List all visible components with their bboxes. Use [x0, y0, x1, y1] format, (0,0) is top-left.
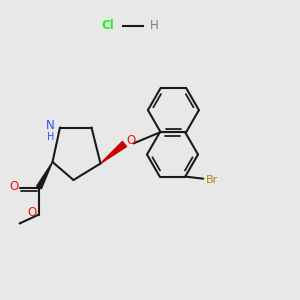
Text: Cl: Cl	[102, 19, 114, 32]
Text: Br: Br	[206, 175, 218, 184]
Text: N: N	[46, 118, 55, 132]
Text: O: O	[27, 206, 36, 219]
Text: O: O	[10, 180, 19, 193]
Polygon shape	[37, 162, 52, 189]
Polygon shape	[100, 141, 127, 164]
Text: O: O	[127, 134, 136, 148]
Text: H: H	[150, 19, 159, 32]
Text: H: H	[47, 131, 54, 142]
